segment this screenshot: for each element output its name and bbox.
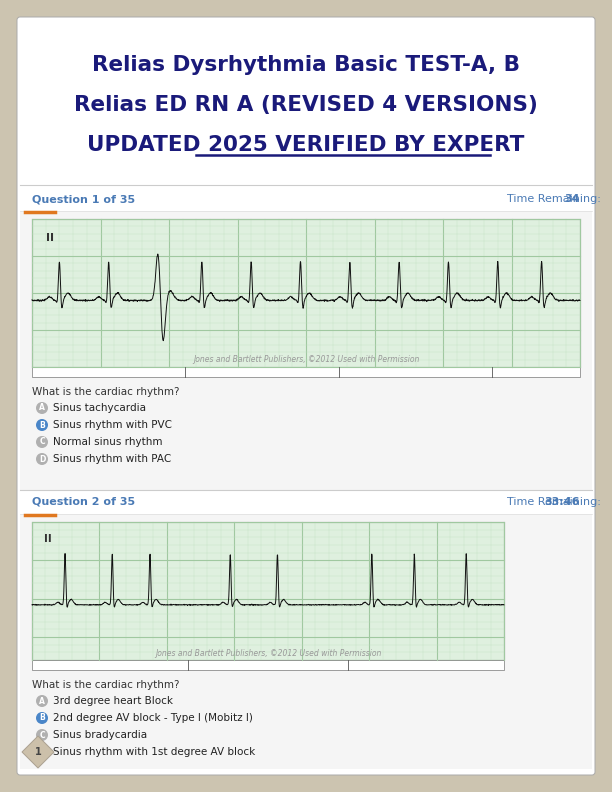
Text: Sinus rhythm with PVC: Sinus rhythm with PVC bbox=[53, 420, 172, 430]
Text: D: D bbox=[39, 748, 45, 756]
Text: Sinus rhythm with 1st degree AV block: Sinus rhythm with 1st degree AV block bbox=[53, 747, 255, 757]
Text: Time Remaining:: Time Remaining: bbox=[507, 194, 601, 204]
Polygon shape bbox=[22, 736, 54, 768]
Text: Relias Dysrhythmia Basic TEST-A, B: Relias Dysrhythmia Basic TEST-A, B bbox=[92, 55, 520, 75]
Circle shape bbox=[36, 419, 48, 431]
Text: 2nd degree AV block - Type I (Mobitz I): 2nd degree AV block - Type I (Mobitz I) bbox=[53, 713, 253, 723]
Text: Question 1 of 35: Question 1 of 35 bbox=[32, 194, 135, 204]
Text: UPDATED 2025 VERIFIED BY EXPERT: UPDATED 2025 VERIFIED BY EXPERT bbox=[88, 135, 524, 155]
Circle shape bbox=[36, 436, 48, 448]
Bar bbox=[32, 219, 580, 367]
Text: Jones and Bartlett Publishers, ©2012 Used with Permission: Jones and Bartlett Publishers, ©2012 Use… bbox=[155, 649, 381, 657]
Bar bbox=[20, 211, 592, 490]
Text: II: II bbox=[44, 534, 52, 544]
Text: B: B bbox=[39, 421, 45, 429]
Text: Jones and Bartlett Publishers, ©2012 Used with Permission: Jones and Bartlett Publishers, ©2012 Use… bbox=[193, 356, 419, 364]
Circle shape bbox=[36, 402, 48, 414]
Text: C: C bbox=[39, 437, 45, 447]
Text: Sinus tachycardia: Sinus tachycardia bbox=[53, 403, 146, 413]
Bar bbox=[32, 660, 504, 670]
Circle shape bbox=[36, 453, 48, 465]
Text: 3rd degree heart Block: 3rd degree heart Block bbox=[53, 696, 173, 706]
Text: C: C bbox=[39, 730, 45, 740]
Text: Normal sinus rhythm: Normal sinus rhythm bbox=[53, 437, 163, 447]
Text: D: D bbox=[39, 455, 45, 463]
Bar bbox=[32, 522, 504, 660]
Circle shape bbox=[36, 746, 48, 758]
Circle shape bbox=[36, 729, 48, 741]
Text: What is the cardiac rhythm?: What is the cardiac rhythm? bbox=[32, 387, 179, 397]
FancyBboxPatch shape bbox=[17, 17, 595, 775]
Text: 1: 1 bbox=[35, 747, 42, 757]
Text: Time Remaining:: Time Remaining: bbox=[507, 497, 601, 507]
Bar bbox=[20, 514, 592, 769]
Bar bbox=[32, 367, 580, 377]
Bar bbox=[20, 187, 592, 211]
Text: What is the cardiac rhythm?: What is the cardiac rhythm? bbox=[32, 680, 179, 690]
Text: Relias ED RN A (REVISED 4 VERSIONS): Relias ED RN A (REVISED 4 VERSIONS) bbox=[74, 95, 538, 115]
Text: 33:46: 33:46 bbox=[545, 497, 580, 507]
Text: Sinus bradycardia: Sinus bradycardia bbox=[53, 730, 147, 740]
Text: II: II bbox=[46, 233, 54, 243]
Text: 34: 34 bbox=[564, 194, 580, 204]
Bar bbox=[20, 490, 592, 514]
Circle shape bbox=[36, 712, 48, 724]
Text: B: B bbox=[39, 714, 45, 722]
Text: Question 2 of 35: Question 2 of 35 bbox=[32, 497, 135, 507]
Text: Sinus rhythm with PAC: Sinus rhythm with PAC bbox=[53, 454, 171, 464]
Text: A: A bbox=[39, 696, 45, 706]
Text: A: A bbox=[39, 403, 45, 413]
Circle shape bbox=[36, 695, 48, 707]
